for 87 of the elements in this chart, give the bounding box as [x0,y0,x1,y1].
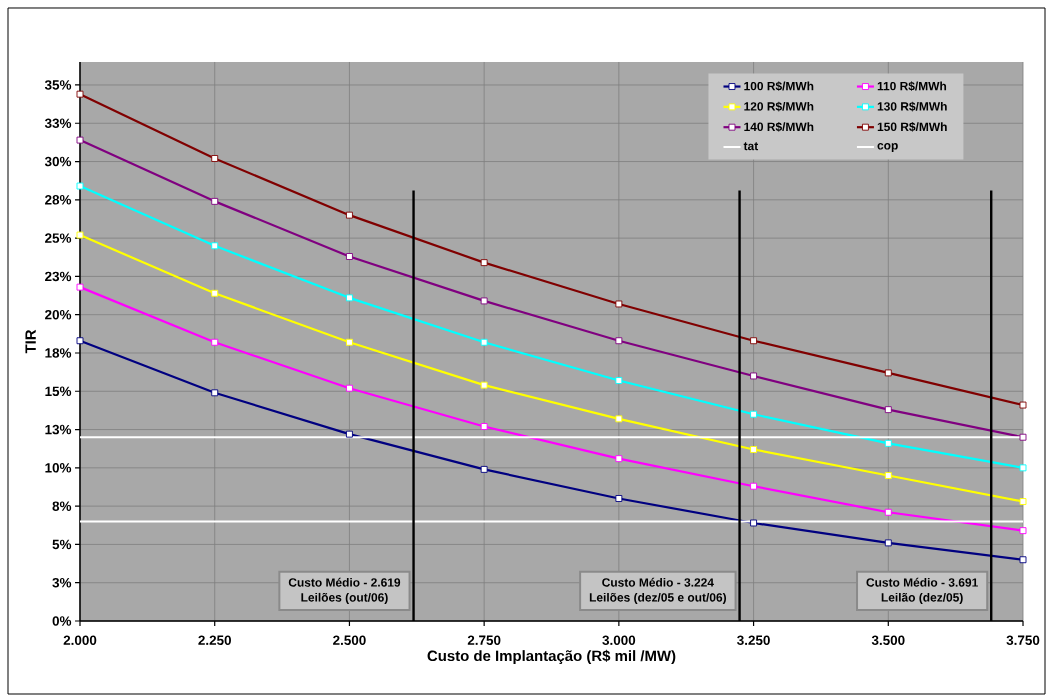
point [750,337,758,345]
point [615,337,623,345]
point [211,197,219,205]
point [884,508,892,516]
y-tick-label: 0% [52,616,72,626]
y-tick-label: 5% [52,539,72,550]
point [615,300,623,308]
legend-label: 100 R$/MWh [744,81,814,92]
point [884,369,892,377]
y-tick-label: 8% [52,501,72,511]
point [750,372,758,380]
point [346,384,353,392]
point [346,211,353,219]
legend-label: 140 R$/MWh [744,122,814,132]
point [211,242,219,250]
annotation: Leilões (dez/05 e out/06) [589,592,727,605]
point [884,439,892,447]
point [1019,498,1027,505]
point [480,423,488,430]
point [76,136,84,144]
annotation: Leilão (dez/05) [881,592,963,605]
point [76,182,84,190]
legend-label: cop [877,143,898,152]
y-tick-label: 30% [44,156,72,167]
point [750,446,758,453]
legend-label: 150 R$/MWh [877,122,947,132]
legend-label: 130 R$/MWh [877,101,947,112]
point [480,259,488,267]
point [76,337,84,345]
y-tick-label: 18% [45,348,72,358]
annotation: Leilões (out/06) [301,592,388,605]
point [211,289,219,297]
point [480,465,488,473]
x-axis-title: Custo de Implantação (R$ mil /MW) [427,649,676,665]
point [211,338,219,346]
point [76,283,84,291]
point [1019,527,1027,535]
x-tick-label: 3.250 [737,635,770,646]
point [480,381,488,389]
y-tick-label: 25% [45,233,72,243]
point [1019,401,1027,409]
point [76,231,84,239]
y-tick-label: 20% [45,309,72,320]
ref-line-label: Custo Médio - 2.619 [288,577,401,587]
legend-label: 110 R$/MWh [877,81,947,92]
point [1019,433,1027,441]
point [1019,464,1027,472]
point [211,155,219,162]
y-tick-label: 10% [45,463,72,473]
y-tick-label: 15% [45,386,72,397]
point [346,338,353,346]
point [884,406,892,414]
ref-line-label: Custo Médio - 3.224 [602,577,714,587]
point [480,338,488,346]
y-tick-label: 3% [52,577,72,588]
point [346,253,353,260]
ref-line-label: Custo Médio - 3.691 [866,577,978,587]
point [615,377,623,384]
point [346,294,353,302]
y-axis-title: TIR [25,329,36,354]
point [76,90,84,98]
y-tick-label: 35% [44,80,72,90]
x-tick-label: 3.750 [1006,635,1040,646]
point [480,297,488,305]
y-tick-label: 28% [45,195,72,205]
point [615,415,623,423]
point [615,495,623,502]
point [750,482,758,490]
point [346,430,353,438]
point [750,410,758,418]
point [750,519,758,527]
legend-label: tat [743,142,759,151]
y-tick-label: 33% [44,118,72,129]
legend-label: 120 R$/MWh [744,101,814,112]
x-tick-label: 2.500 [333,635,366,645]
point [884,472,892,479]
point [1019,556,1027,564]
point [615,455,623,463]
y-tick-label: 23% [45,271,72,282]
x-tick-label: 2.750 [467,635,501,645]
point [211,389,219,397]
x-tick-label: 3.500 [871,635,905,646]
y-tick-label: 13% [45,424,72,435]
x-tick-label: 3.000 [602,635,636,646]
x-tick-label: 2.000 [63,635,97,645]
x-tick-label: 2.250 [198,635,231,645]
point [884,539,892,547]
